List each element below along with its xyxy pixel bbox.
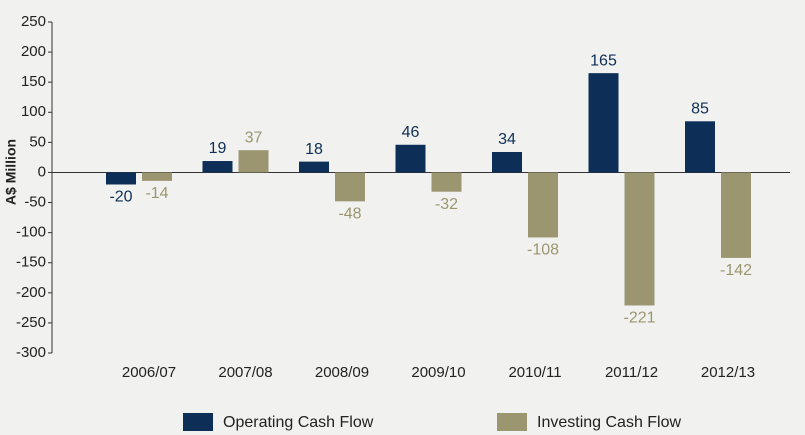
x-tick-label: 2006/07: [122, 364, 176, 381]
legend-label: Operating Cash Flow: [223, 414, 374, 431]
value-label: 85: [691, 101, 709, 118]
x-tick-label: 2009/10: [411, 364, 465, 381]
legend-swatch: [183, 413, 213, 431]
value-label: 46: [402, 124, 420, 141]
legend-label: Investing Cash Flow: [537, 414, 682, 431]
y-tick-label: -300: [16, 344, 46, 361]
y-tick-label: -50: [24, 194, 46, 211]
bar: [528, 172, 558, 238]
y-tick-label: -100: [16, 224, 46, 241]
y-tick-label: 100: [21, 103, 46, 120]
x-tick-label: 2011/12: [605, 364, 658, 381]
value-label: -20: [109, 189, 132, 206]
y-tick-label: 250: [21, 13, 46, 30]
bar: [106, 172, 136, 185]
bar: [685, 121, 715, 173]
y-tick-label: 0: [38, 163, 46, 180]
bar: [431, 172, 462, 192]
y-tick-label: 200: [21, 43, 46, 60]
bar: [624, 172, 655, 306]
bar: [492, 151, 522, 173]
x-tick-label: 2007/08: [218, 364, 272, 381]
bar: [395, 144, 426, 173]
y-tick-label: -250: [16, 314, 46, 331]
y-tick-label: 150: [21, 73, 46, 90]
value-label: 34: [498, 131, 516, 148]
value-label: -48: [338, 206, 361, 223]
bar: [142, 172, 172, 181]
bar: [238, 150, 269, 173]
value-label: 165: [590, 52, 617, 69]
bar: [335, 172, 365, 202]
value-label: 18: [305, 141, 323, 158]
bar: [588, 73, 619, 173]
value-label: -221: [623, 310, 655, 327]
value-label: 37: [245, 129, 263, 146]
y-tick-label: 50: [29, 133, 46, 150]
legend-swatch: [497, 413, 527, 431]
x-tick-label: 2008/09: [315, 364, 369, 381]
bar: [202, 161, 233, 173]
value-label: 19: [209, 140, 227, 157]
value-label: -14: [145, 185, 168, 202]
y-axis-label: A$ Million: [3, 139, 19, 205]
bar: [721, 172, 751, 258]
y-tick-label: -200: [16, 284, 46, 301]
y-tick-label: -150: [16, 254, 46, 271]
bar: [299, 161, 329, 173]
value-label: -108: [527, 242, 559, 259]
x-tick-label: 2010/11: [508, 364, 561, 381]
x-tick-label: 2012/13: [701, 364, 755, 381]
value-label: -142: [720, 262, 752, 279]
value-label: -32: [435, 196, 458, 213]
